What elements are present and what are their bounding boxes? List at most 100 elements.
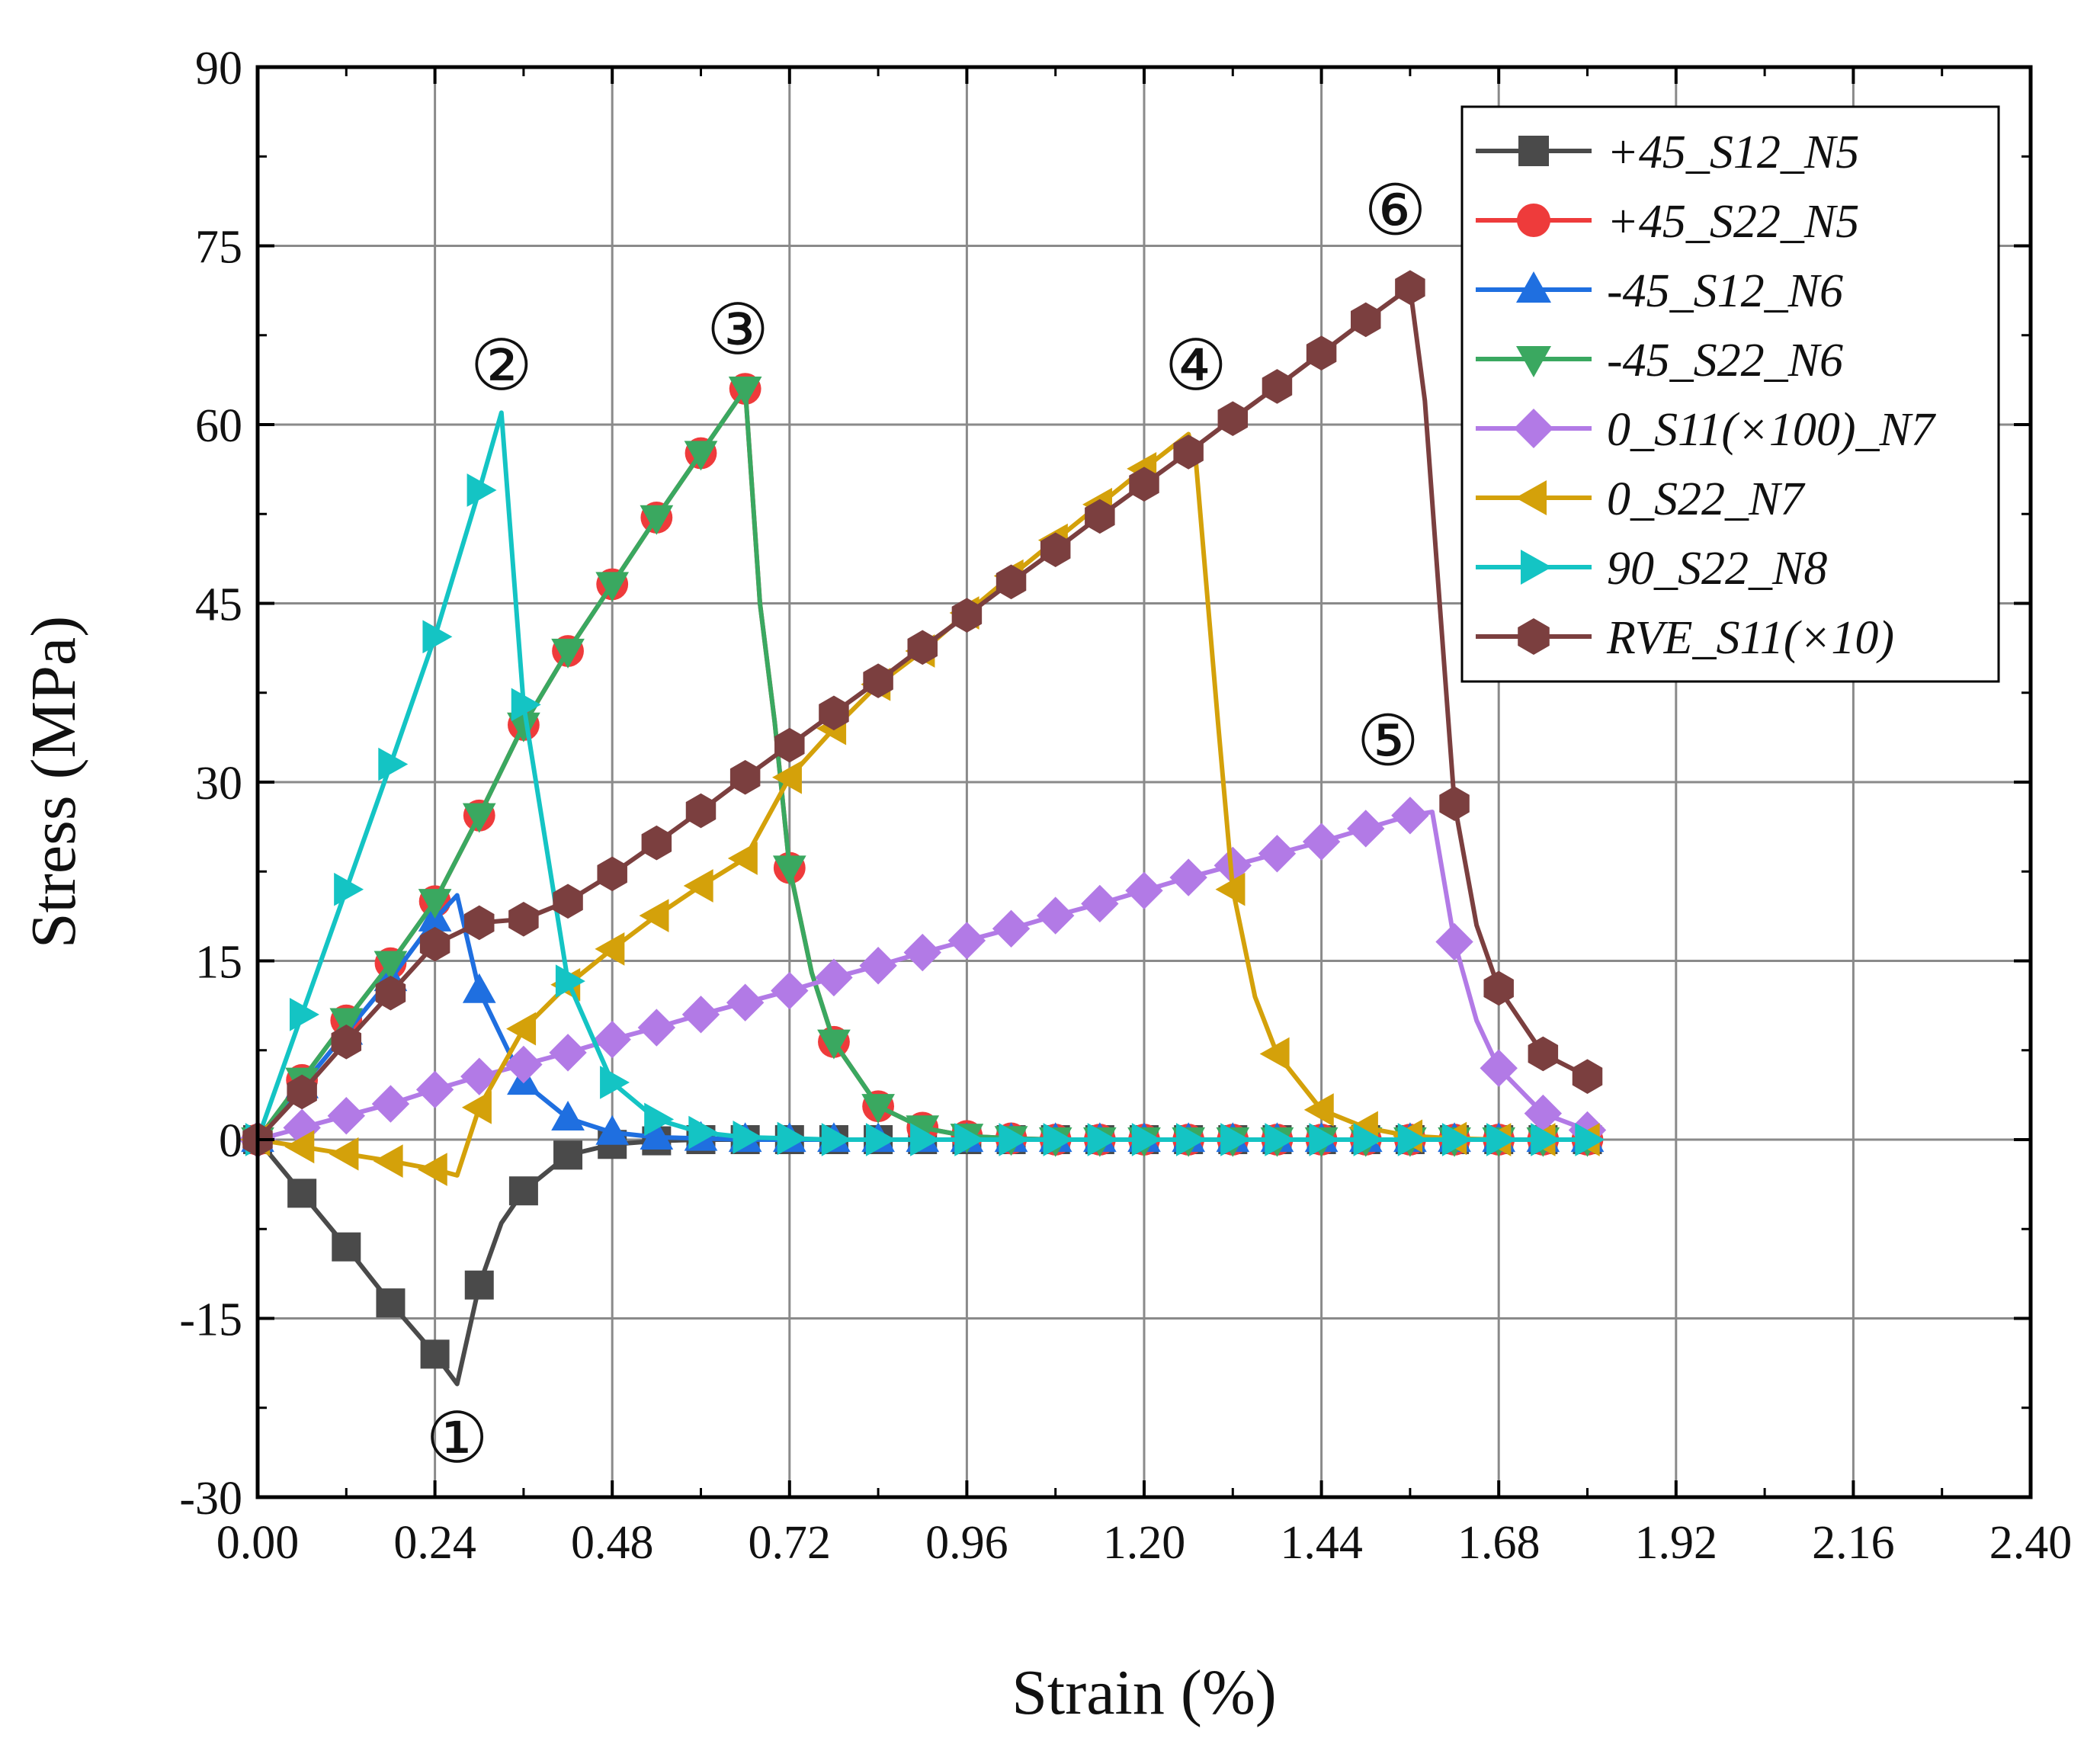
- data-point: [728, 376, 762, 406]
- data-point: [772, 760, 802, 794]
- data-point: [553, 1140, 583, 1170]
- annotation-label: ④: [1165, 325, 1227, 406]
- data-point: [287, 1179, 317, 1208]
- data-point: [999, 1123, 1029, 1156]
- data-point: [859, 947, 897, 985]
- data-point: [819, 695, 849, 731]
- data-point: [551, 638, 585, 669]
- data-point: [462, 973, 496, 1003]
- data-point: [733, 1121, 763, 1154]
- data-point: [947, 922, 986, 960]
- data-point: [329, 1137, 359, 1171]
- data-point: [688, 1115, 719, 1150]
- data-point: [1087, 1123, 1117, 1156]
- annotation-label: ①: [425, 1397, 488, 1479]
- data-point: [954, 1123, 985, 1156]
- data-point: [1037, 896, 1075, 935]
- data-point: [1262, 369, 1293, 404]
- data-point: [507, 712, 540, 742]
- x-tick-label: 1.44: [1280, 1517, 1363, 1569]
- legend-marker: [1515, 480, 1547, 515]
- data-point: [1081, 884, 1119, 923]
- data-point: [290, 998, 319, 1031]
- legend-marker: [1518, 618, 1550, 655]
- data-point: [951, 598, 983, 633]
- legend: +45_S12_N5 +45_S22_N5 -45_S12_N6 -45_S22_N6…: [1460, 105, 2000, 683]
- data-point: [1397, 1123, 1428, 1156]
- data-point: [1439, 786, 1470, 821]
- legend-box: [1460, 105, 2000, 683]
- data-point: [332, 1232, 361, 1262]
- annotation-label: ⑥: [1364, 170, 1426, 252]
- data-point: [729, 759, 761, 795]
- y-tick-label: 90: [195, 43, 242, 95]
- data-point: [373, 1144, 403, 1178]
- data-point: [1173, 435, 1204, 470]
- legend-label: -45_S22_N6: [1607, 335, 1843, 386]
- legend-label: RVE_S11(×10): [1606, 612, 1894, 664]
- x-tick-label: 1.20: [1103, 1517, 1186, 1569]
- data-point: [1217, 401, 1249, 436]
- data-point: [1486, 1123, 1516, 1156]
- data-point: [644, 1102, 675, 1137]
- data-point: [505, 1045, 543, 1084]
- peak-annotations: ① ② ③ ④ ⑤ ⑥: [425, 170, 1426, 1479]
- series-0_S11(×100)_N7: [239, 797, 1607, 1159]
- data-point: [1575, 1123, 1605, 1156]
- data-point: [1572, 1059, 1603, 1094]
- y-tick-label: 60: [195, 400, 242, 452]
- y-tick-label: -15: [179, 1294, 242, 1346]
- series-line: [255, 285, 1589, 1142]
- series-layer: [239, 270, 1607, 1387]
- series-RVE_S11(×10): [242, 270, 1603, 1157]
- data-point: [420, 1339, 450, 1369]
- x-tick-label: 0.72: [749, 1517, 832, 1569]
- data-point: [553, 884, 583, 919]
- data-point: [551, 1101, 585, 1131]
- y-tick-label: 0: [219, 1115, 242, 1167]
- data-point: [684, 441, 718, 471]
- x-tick-label: 0.96: [925, 1517, 1008, 1569]
- data-point: [995, 564, 1027, 600]
- data-point: [466, 473, 497, 507]
- x-axis-title: Strain (%): [1012, 1657, 1277, 1728]
- x-tick-label: 2.40: [1989, 1517, 2073, 1569]
- data-point: [815, 958, 853, 997]
- data-point: [777, 1121, 807, 1156]
- data-point: [375, 975, 406, 1011]
- data-point: [418, 889, 452, 919]
- data-point: [903, 933, 941, 972]
- legend-label: 90_S22_N8: [1607, 543, 1827, 595]
- data-point: [508, 901, 539, 937]
- data-point: [640, 505, 674, 535]
- data-point: [417, 1153, 447, 1186]
- y-tick-label: 15: [195, 937, 242, 989]
- data-point: [555, 964, 585, 998]
- data-point: [685, 793, 717, 829]
- legend-marker: [1517, 204, 1550, 237]
- data-point: [600, 1066, 630, 1099]
- data-point: [1302, 823, 1341, 861]
- data-point: [1347, 810, 1385, 848]
- annotation-label: ⑤: [1357, 700, 1419, 781]
- data-point: [464, 905, 495, 941]
- data-point: [287, 1074, 317, 1110]
- data-point: [593, 1020, 631, 1059]
- data-point: [378, 747, 409, 781]
- data-point: [771, 971, 809, 1010]
- data-point: [1483, 970, 1514, 1006]
- x-tick-label: 0.00: [216, 1517, 300, 1569]
- y-axis-title: Stress (MPa): [18, 616, 89, 948]
- data-point: [371, 1085, 410, 1123]
- data-point: [992, 909, 1031, 948]
- data-point: [774, 727, 805, 763]
- legend-marker: [1516, 271, 1551, 303]
- data-point: [331, 1025, 362, 1060]
- data-point: [637, 1009, 676, 1047]
- x-tick-label: 1.68: [1457, 1517, 1541, 1569]
- y-tick-label: 30: [195, 758, 242, 810]
- data-point: [910, 1123, 941, 1156]
- data-point: [595, 1114, 630, 1145]
- data-point: [1258, 835, 1297, 873]
- data-point: [461, 1090, 492, 1124]
